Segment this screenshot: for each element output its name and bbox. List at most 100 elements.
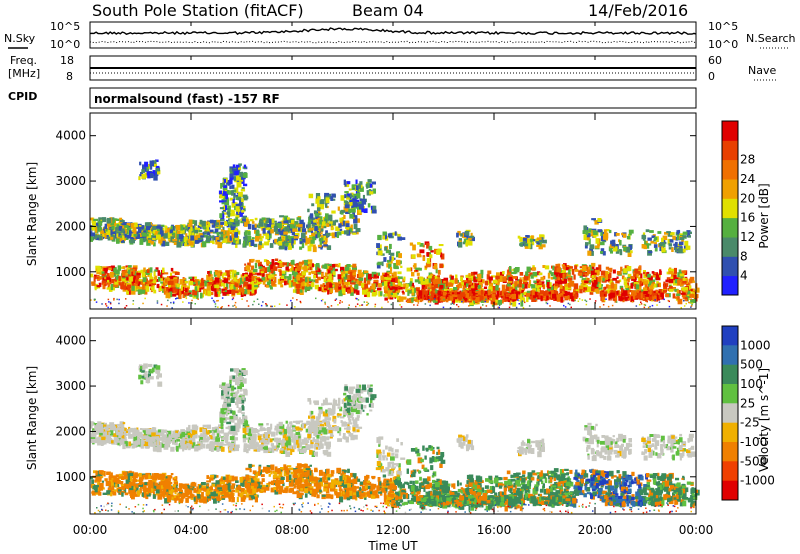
range-gate-cell — [196, 282, 199, 288]
range-gate-cell — [130, 239, 135, 244]
range-gate-cell — [140, 282, 143, 285]
range-gate-cell — [283, 220, 289, 224]
range-gate-cell — [537, 281, 542, 284]
range-gate-cell — [335, 298, 338, 300]
range-gate-cell — [278, 246, 283, 250]
range-gate-cell — [106, 273, 109, 278]
range-gate-cell — [691, 303, 693, 306]
range-gate-cell — [675, 281, 680, 286]
range-gate-cell — [235, 288, 239, 291]
range-gate-cell — [231, 190, 234, 196]
range-gate-cell — [280, 275, 285, 279]
range-gate-cell — [241, 289, 245, 294]
range-gate-cell — [223, 235, 226, 238]
range-gate-cell — [280, 280, 286, 283]
range-gate-cell — [121, 225, 127, 229]
range-gate-cell — [597, 238, 601, 241]
range-gate-cell — [599, 306, 601, 308]
range-gate-cell — [122, 443, 126, 450]
range-gate-cell — [135, 282, 138, 288]
range-gate-cell — [372, 205, 377, 211]
range-gate-cell — [216, 232, 220, 235]
range-gate-cell — [477, 285, 481, 289]
range-gate-cell — [172, 302, 175, 305]
range-gate-cell — [684, 240, 689, 247]
range-gate-cell — [486, 274, 490, 280]
freq-left-tick-high: 18 — [60, 54, 74, 67]
range-gate-cell — [149, 267, 153, 273]
range-gate-cell — [327, 245, 332, 250]
range-gate-cell — [503, 291, 508, 294]
range-gate-cell — [310, 229, 314, 233]
range-gate-cell — [388, 249, 391, 255]
range-gate-cell — [203, 231, 208, 234]
range-gate-cell — [591, 275, 595, 279]
range-gate-cell — [169, 229, 174, 234]
range-gate-cell — [127, 287, 131, 292]
range-gate-cell — [280, 284, 284, 288]
range-gate-cell — [415, 268, 418, 272]
range-gate-cell — [138, 433, 144, 438]
range-gate-cell — [685, 245, 691, 250]
range-gate-cell — [416, 304, 419, 306]
range-gate-cell — [654, 283, 657, 288]
range-gate-cell — [337, 206, 340, 211]
range-gate-cell — [535, 280, 539, 284]
range-gate-cell — [522, 284, 525, 289]
range-gate-cell — [138, 270, 144, 273]
range-gate-cell — [278, 223, 282, 229]
range-gate-cell — [148, 232, 152, 235]
range-gate-cell — [358, 279, 363, 286]
range-gate-cell — [554, 284, 558, 289]
range-gate-cell — [210, 292, 214, 296]
range-gate-cell — [652, 292, 657, 296]
range-gate-cell — [193, 279, 198, 285]
range-gate-cell — [366, 184, 369, 189]
range-gate-cell — [422, 284, 426, 288]
range-gate-cell — [468, 282, 473, 288]
range-gate-cell — [495, 302, 498, 305]
range-gate-cell — [413, 304, 415, 306]
range-gate-cell — [511, 290, 514, 294]
range-gate-cell — [590, 290, 594, 293]
range-gate-cell — [193, 276, 197, 279]
range-gate-cell — [195, 235, 200, 239]
freq-series — [90, 67, 696, 74]
range-gate-cell — [437, 290, 442, 296]
range-gate-cell — [164, 281, 167, 286]
range-gate-cell — [556, 267, 561, 273]
range-gate-cell — [643, 306, 646, 309]
range-gate-cell — [170, 301, 172, 304]
range-gate-cell — [306, 281, 309, 287]
range-gate-cell — [243, 183, 248, 187]
range-gate-cell — [417, 302, 420, 304]
range-gate-cell — [91, 228, 97, 231]
range-gate-cell — [313, 219, 317, 223]
range-gate-cell — [128, 267, 134, 272]
range-gate-cell — [567, 302, 570, 305]
range-gate-cell — [223, 272, 227, 276]
range-gate-cell — [272, 266, 278, 271]
range-gate-cell — [642, 232, 646, 237]
range-gate-cell — [213, 281, 216, 286]
range-gate-cell — [188, 276, 193, 280]
range-gate-cell — [208, 281, 212, 285]
range-gate-cell — [97, 440, 100, 444]
range-gate-cell — [235, 213, 240, 219]
range-gate-cell — [605, 284, 609, 289]
range-gate-cell — [544, 265, 550, 270]
range-gate-cell — [232, 189, 237, 193]
range-gate-cell — [250, 240, 255, 246]
range-gate-cell — [266, 281, 271, 288]
cpid-label: CPID — [8, 90, 37, 103]
range-gate-cell — [217, 306, 219, 308]
range-gate-cell — [550, 277, 554, 280]
range-gate-cell — [509, 300, 512, 306]
range-gate-cell — [538, 272, 543, 276]
range-gate-cell — [653, 244, 658, 248]
range-gate-cell — [130, 223, 135, 228]
range-gate-cell — [90, 231, 93, 237]
range-gate-cell — [449, 307, 452, 309]
range-gate-cell — [533, 280, 537, 284]
